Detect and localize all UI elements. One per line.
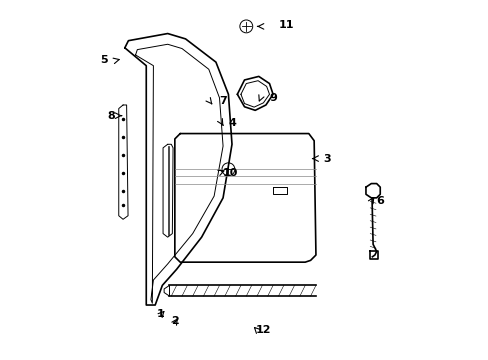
Text: 7: 7	[219, 96, 227, 107]
Text: 8: 8	[107, 111, 115, 121]
Text: 3: 3	[323, 154, 330, 163]
Text: 11: 11	[278, 19, 293, 30]
Text: 4: 4	[228, 118, 236, 128]
Text: 10: 10	[223, 168, 238, 178]
Text: 12: 12	[255, 325, 270, 335]
Text: 1: 1	[157, 309, 164, 319]
Text: 5: 5	[100, 55, 107, 65]
Text: 2: 2	[171, 316, 179, 326]
Text: 6: 6	[376, 197, 384, 206]
Text: 9: 9	[269, 93, 277, 103]
